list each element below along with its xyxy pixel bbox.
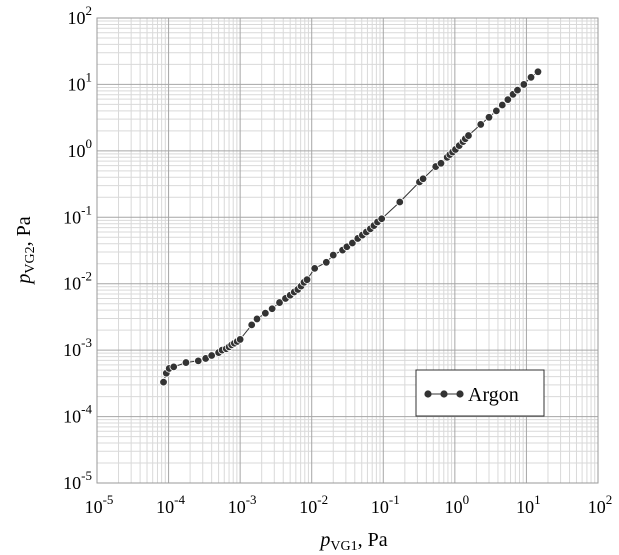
- legend-marker: [440, 390, 448, 398]
- x-tick-label: 100: [445, 492, 470, 517]
- data-point: [519, 80, 529, 89]
- y-tick-label: 10-5: [63, 468, 92, 493]
- y-tick-label: 10-2: [63, 269, 92, 294]
- y-axis-title-suffix: , Pa: [13, 216, 35, 246]
- data-point: [395, 197, 404, 207]
- x-axis-title: pVG1, Pa: [318, 529, 387, 554]
- data-point: [464, 131, 473, 140]
- x-axis-title-sub: VG1: [330, 539, 357, 554]
- data-point: [261, 308, 270, 318]
- data-point: [418, 174, 428, 183]
- series-line-argon: [163, 71, 539, 383]
- y-axis-title-sub: VG2: [23, 246, 38, 273]
- data-point: [207, 351, 216, 360]
- series-points-argon: [159, 67, 543, 387]
- data-point: [310, 264, 319, 273]
- y-tick-label: 100: [68, 136, 93, 161]
- data-point: [533, 67, 543, 76]
- data-point: [377, 214, 386, 223]
- data-point: [526, 73, 536, 82]
- legend-marker: [424, 390, 432, 398]
- data-point: [436, 159, 446, 168]
- data-point: [252, 314, 262, 324]
- data-point: [267, 304, 277, 313]
- x-tick-labels: 10-5 10-4 10-3 10-2 10-1 100 101 102: [85, 492, 613, 517]
- data-point: [329, 250, 338, 260]
- legend-label-argon: Argon: [468, 384, 519, 406]
- data-point: [498, 100, 507, 110]
- plot-frame: [96, 17, 599, 484]
- data-point: [181, 358, 191, 367]
- data-point: [194, 356, 203, 366]
- data-point: [235, 335, 245, 344]
- data-point: [159, 377, 168, 387]
- data-point: [492, 106, 501, 116]
- data-point: [169, 362, 178, 372]
- legend-marker: [456, 390, 464, 398]
- x-tick-label: 101: [516, 492, 541, 517]
- x-axis-title-main: p: [318, 529, 330, 551]
- data-point: [476, 120, 485, 129]
- y-axis-title-main: p: [13, 274, 35, 286]
- y-tick-label: 10-1: [63, 202, 92, 227]
- data-point: [348, 238, 357, 248]
- y-axis-title: pVG2, Pa: [13, 216, 38, 285]
- x-tick-label: 10-4: [156, 492, 185, 517]
- data-point: [322, 258, 331, 267]
- data-point: [484, 113, 494, 122]
- legend-box: [415, 369, 545, 417]
- y-tick-label: 10-4: [63, 402, 92, 427]
- y-tick-label: 102: [68, 3, 93, 28]
- y-tick-label: 10-3: [63, 335, 92, 360]
- y-tick-labels: 10-5 10-4 10-3 10-2 10-1 100 101 102: [63, 3, 92, 493]
- data-point: [302, 275, 312, 284]
- x-tick-label: 10-1: [371, 492, 400, 517]
- x-axis-title-suffix: , Pa: [358, 529, 388, 551]
- x-tick-label: 102: [588, 492, 613, 517]
- x-tick-label: 10-3: [228, 492, 257, 517]
- data-point: [513, 85, 522, 95]
- data-point: [503, 95, 513, 104]
- data-point: [247, 320, 256, 330]
- y-tick-label: 101: [68, 69, 93, 94]
- x-tick-label: 10-5: [85, 492, 114, 517]
- data-point: [275, 298, 284, 307]
- legend: Argon: [415, 369, 545, 417]
- x-tick-label: 10-2: [299, 492, 328, 517]
